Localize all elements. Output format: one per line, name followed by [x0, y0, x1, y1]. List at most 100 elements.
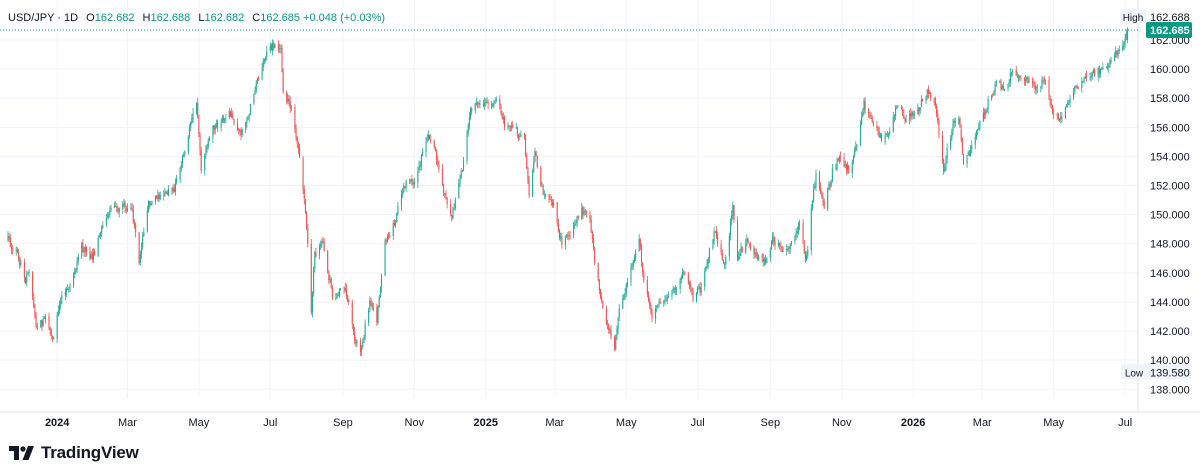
candle-body — [1032, 81, 1034, 84]
candle-body — [50, 330, 52, 336]
candle-body — [125, 209, 127, 212]
candle-body — [58, 303, 61, 310]
tradingview-brand[interactable]: TradingView — [9, 443, 139, 463]
candle-body — [411, 178, 413, 183]
candle-body — [266, 50, 268, 57]
candle-body — [269, 45, 271, 51]
candle-body — [708, 248, 710, 259]
candle-body — [240, 129, 242, 136]
time-axis[interactable]: 2024 Mar May Jul Sep Nov 2025 Mar May Jul Sep Nov 20… — [45, 417, 1132, 429]
candle-body — [691, 288, 693, 291]
candle-body — [837, 159, 839, 160]
candle-body — [262, 60, 264, 68]
candle-body — [336, 294, 338, 298]
candle-body — [704, 271, 706, 287]
candle-body — [1018, 76, 1020, 78]
price-axis[interactable]: 138.000 140.000 142.000 144.000 146.000 148.0… — [1150, 35, 1190, 396]
symbol-label[interactable]: USD/JPY · 1D — [8, 12, 79, 24]
candle-body — [766, 257, 768, 263]
candle-body — [728, 235, 730, 257]
candle-body — [937, 113, 939, 122]
candle-body — [1035, 86, 1037, 90]
candle-body — [599, 289, 602, 298]
candle-body — [1123, 43, 1125, 46]
candle-body — [181, 155, 184, 165]
candle-body — [418, 165, 420, 171]
candle-body — [385, 240, 387, 242]
candle-body — [720, 244, 722, 253]
candle-body — [380, 275, 383, 288]
candle-body — [680, 277, 682, 280]
candle-body — [460, 171, 462, 179]
candle-body — [1012, 70, 1014, 73]
candle-body — [451, 215, 453, 219]
open-value: 162.682 — [94, 12, 135, 24]
candle-body — [1001, 86, 1003, 89]
candle-body — [222, 116, 225, 121]
price-tick-label: 138.000 — [1150, 384, 1190, 396]
candle-body — [158, 194, 160, 200]
candle-body — [674, 287, 677, 290]
candle-body — [736, 220, 739, 260]
candle-body — [362, 341, 364, 347]
candle-body — [304, 199, 306, 213]
candle-body — [486, 101, 488, 103]
candle-body — [495, 99, 497, 102]
candle-body — [1026, 77, 1028, 80]
candle-body — [920, 99, 922, 107]
candle-body — [297, 144, 299, 150]
candle-body — [248, 114, 250, 116]
candle-body — [329, 279, 331, 280]
candle-body — [1058, 118, 1061, 120]
candle-body — [1091, 73, 1093, 76]
candle-body — [1076, 86, 1078, 89]
candle-body — [165, 191, 167, 193]
candle-body — [102, 225, 104, 228]
candle-body — [204, 156, 206, 171]
candle-body — [150, 204, 152, 206]
candle-body — [1048, 79, 1050, 98]
candle-body — [740, 247, 742, 253]
candle-body — [911, 111, 913, 116]
candle-body — [885, 133, 887, 135]
candle-body — [68, 288, 70, 291]
candle-body — [92, 251, 95, 260]
candle-body — [945, 159, 947, 167]
candle-body — [651, 310, 653, 320]
candle-body — [936, 105, 938, 114]
candle-body — [543, 193, 545, 195]
candle-body — [75, 268, 77, 272]
candle-body — [474, 103, 476, 111]
candle-body — [533, 161, 535, 172]
candle-body — [479, 103, 481, 105]
candle-body — [397, 206, 399, 214]
candle-body — [65, 289, 68, 292]
candle-body — [290, 106, 292, 109]
candle-body — [331, 287, 333, 299]
candle-body — [672, 288, 674, 292]
candle-body — [754, 252, 756, 254]
candle-body — [926, 90, 928, 98]
candle-body — [941, 135, 943, 161]
candle-body — [384, 240, 386, 276]
candle-body — [780, 246, 782, 248]
candle-body — [371, 303, 373, 309]
candle-body — [61, 295, 63, 300]
candle-body — [98, 236, 100, 238]
candle-body — [1074, 86, 1076, 92]
candle-body — [838, 157, 840, 161]
candle-body — [494, 101, 496, 103]
candle-body — [706, 263, 708, 268]
candle-body — [327, 250, 329, 272]
candle-body — [502, 117, 504, 120]
candle-body — [157, 194, 159, 199]
candle-body — [233, 119, 235, 124]
candle-body — [295, 128, 297, 138]
candle-body — [845, 164, 847, 170]
candle-body — [323, 241, 325, 252]
candle-body — [1034, 82, 1036, 90]
candle-body — [664, 300, 666, 302]
time-tick-label: Mar — [973, 417, 992, 429]
candle-body — [321, 241, 323, 246]
